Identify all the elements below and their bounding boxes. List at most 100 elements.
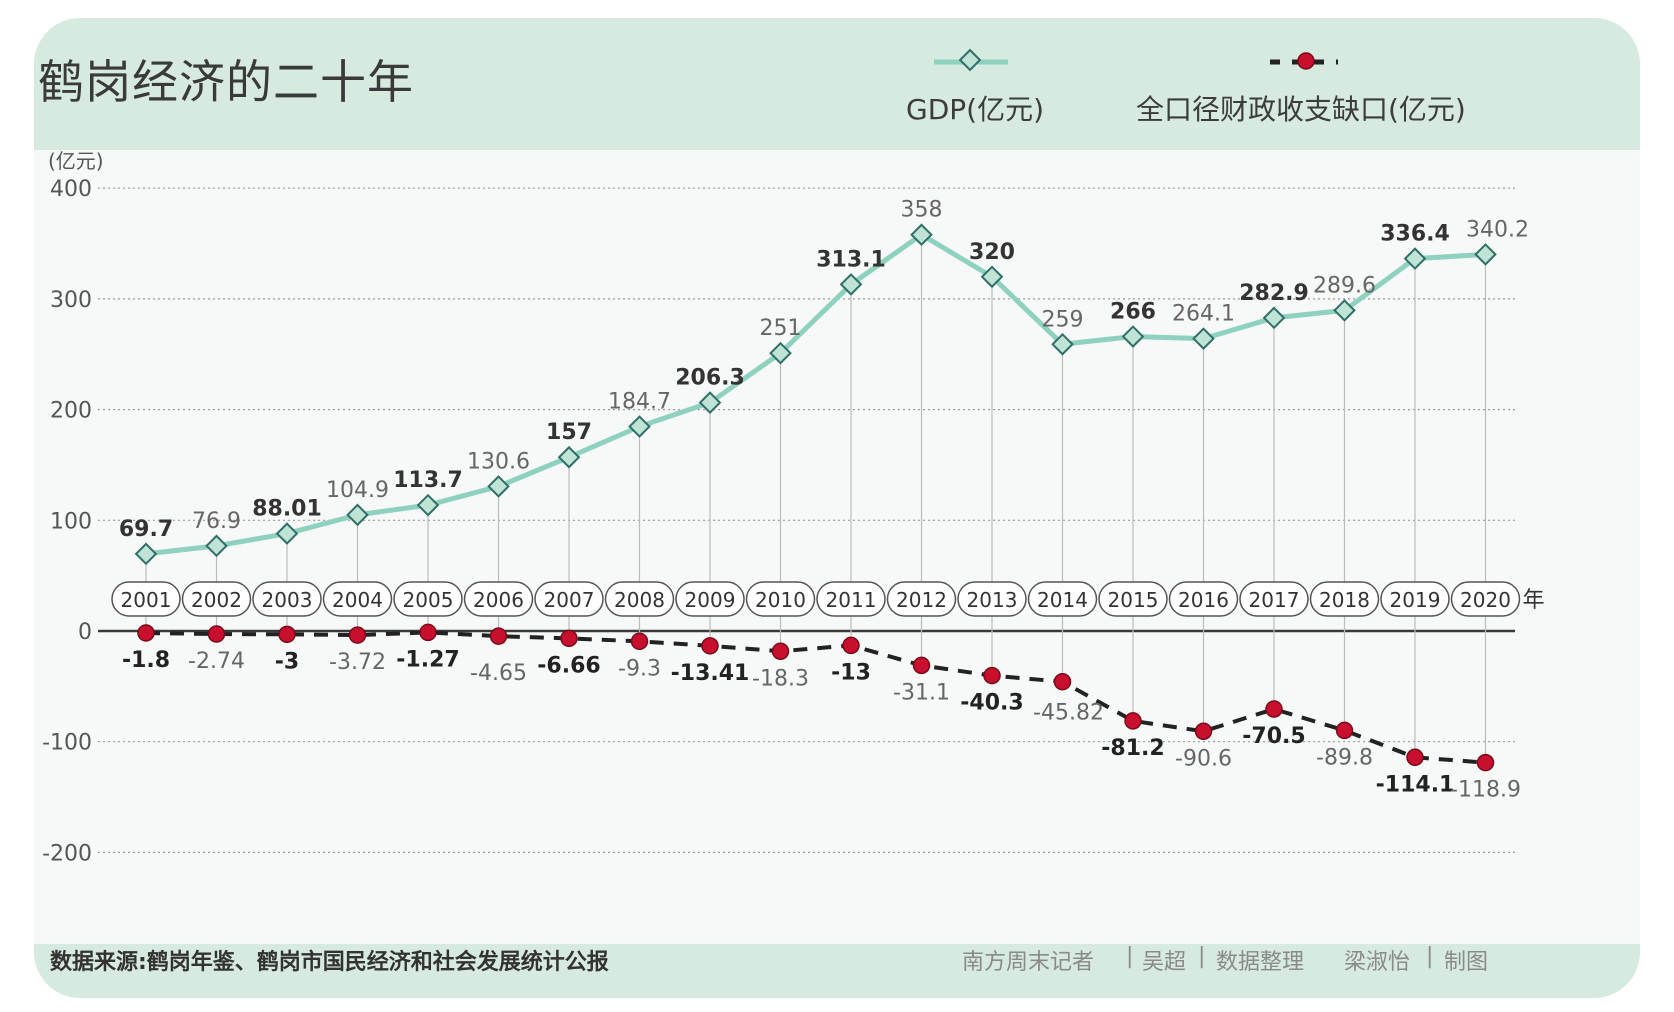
gdp-point	[628, 415, 651, 438]
y-tick-label: 100	[50, 509, 92, 534]
gdp-value-label: 113.7	[393, 468, 463, 493]
deficit-point	[1406, 748, 1424, 767]
x-tick-pill	[816, 581, 886, 617]
x-tick-pill	[1168, 581, 1239, 617]
x-tick-label: 2008	[614, 588, 665, 612]
header-band	[34, 18, 1640, 150]
gdp-point	[1474, 243, 1497, 266]
gdp-value-label: 266	[1110, 300, 1156, 325]
gdp-value-label: 206.3	[675, 366, 745, 391]
gdp-line	[145, 232, 1486, 557]
deficit-point	[489, 627, 508, 645]
x-tick-pill	[534, 581, 604, 617]
deficit-point	[419, 623, 437, 642]
gdp-value-label: 88.01	[252, 497, 322, 522]
x-tick-pill	[745, 581, 816, 617]
deficit-point	[983, 666, 1001, 685]
x-tick-label: 2004	[332, 588, 383, 612]
x-tick-pill	[1309, 581, 1380, 617]
deficit-point	[278, 625, 296, 644]
legend-gdp-label: GDP(亿元)	[906, 93, 1044, 126]
deficit-value-label: -1.27	[396, 647, 459, 672]
deficit-point	[1053, 672, 1072, 691]
x-tick-pill	[463, 581, 534, 617]
gdp-point	[487, 475, 510, 498]
footer-band	[34, 944, 1640, 998]
x-tick-label: 2012	[896, 588, 947, 612]
x-tick-label: 2006	[473, 588, 524, 612]
credit-data-role: 数据整理	[1216, 950, 1305, 975]
deficit-value-label: -31.1	[893, 680, 950, 705]
deficit-value-label: -13.41	[671, 661, 750, 686]
deficit-value-label: -13	[831, 660, 871, 685]
gdp-value-label: 336.4	[1380, 222, 1450, 247]
x-tick-pill	[604, 581, 675, 617]
gdp-point	[839, 273, 863, 296]
gdp-point	[1403, 247, 1427, 270]
legend-deficit-label: 全口径财政收支缺口(亿元)	[1136, 93, 1466, 126]
deficit-value-label: -2.74	[188, 649, 245, 674]
x-tick-pill	[1027, 581, 1098, 617]
x-tick-label: 2007	[544, 588, 595, 612]
gdp-value-label: 264.1	[1172, 302, 1235, 327]
gdp-value-label: 313.1	[816, 247, 886, 272]
gdp-point	[416, 493, 440, 517]
deficit-point	[630, 632, 649, 651]
gdp-point	[134, 542, 158, 566]
x-tick-label: 2013	[967, 588, 1018, 612]
credit-separator: |	[1426, 944, 1434, 969]
gdp-value-label: 340.2	[1466, 217, 1529, 242]
gdp-value-label: 251	[760, 316, 802, 341]
deficit-value-label: -81.2	[1101, 736, 1164, 761]
deficit-value-label: -3	[275, 649, 299, 674]
deficit-point	[560, 629, 578, 648]
gdp-point	[557, 445, 581, 469]
deficit-value-label: -1.8	[122, 648, 170, 673]
x-tick-pill	[181, 581, 252, 617]
x-tick-label: 2015	[1108, 588, 1159, 612]
x-tick-pill	[1450, 581, 1521, 617]
x-tick-label: 2018	[1319, 588, 1370, 612]
x-tick-label: 2016	[1178, 588, 1229, 612]
deficit-value-label: -114.1	[1376, 772, 1455, 797]
gdp-value-label: 358	[901, 198, 943, 223]
deficit-value-label: -118.9	[1450, 778, 1521, 803]
x-tick-pill	[1380, 581, 1450, 617]
x-tick-label: 2001	[121, 588, 172, 612]
gdp-point	[980, 265, 1004, 289]
gdp-point	[1192, 327, 1215, 350]
deficit-point	[207, 625, 226, 643]
deficit-value-label: -89.8	[1316, 745, 1373, 770]
credit-design-role: 制图	[1444, 950, 1489, 975]
y-tick-label: 300	[50, 288, 92, 313]
credit-separator: |	[1198, 944, 1206, 969]
deficit-point	[771, 642, 790, 661]
x-tick-label: 2014	[1037, 588, 1088, 612]
gdp-value-label: 320	[969, 240, 1015, 265]
x-tick-pill	[252, 581, 322, 617]
y-tick-label: -100	[42, 731, 92, 756]
gdp-point	[910, 223, 933, 247]
deficit-point	[912, 656, 931, 675]
x-tick-pill	[393, 581, 463, 617]
deficit-value-label: -18.3	[752, 666, 809, 691]
legend-deficit-marker	[1270, 52, 1338, 70]
gdp-value-label: 157	[546, 420, 592, 445]
x-tick-pill	[675, 581, 745, 617]
x-tick-label: 2010	[755, 588, 806, 612]
x-tick-label: 2002	[191, 588, 242, 612]
x-tick-label: 2019	[1390, 588, 1441, 612]
y-tick-label: 400	[50, 177, 92, 202]
x-axis-unit-label: 年	[1523, 588, 1545, 613]
x-tick-pill	[1098, 581, 1168, 617]
chart-card	[34, 18, 1640, 998]
deficit-point	[842, 636, 860, 655]
gdp-point	[205, 534, 228, 558]
credit-separator: |	[1126, 944, 1134, 969]
gdp-point	[1121, 325, 1145, 348]
data-source: 数据来源:鹤岗年鉴、鹤岗市国民经济和社会发展统计公报	[50, 950, 609, 975]
legend-gdp-marker	[934, 48, 1008, 72]
x-tick-label: 2020	[1460, 588, 1511, 612]
x-tick-pill	[886, 581, 957, 617]
